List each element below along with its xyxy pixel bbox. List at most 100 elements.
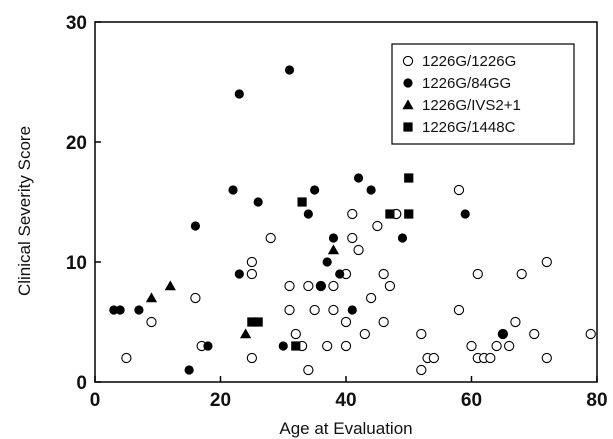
data-point xyxy=(316,281,326,291)
legend-label: 1226G/1448C xyxy=(422,119,516,136)
data-point xyxy=(322,340,333,352)
data-point xyxy=(115,305,125,315)
data-point xyxy=(190,221,200,231)
legend-marker xyxy=(402,55,414,67)
data-point xyxy=(404,173,414,183)
plot-frame xyxy=(94,21,598,383)
data-point xyxy=(384,280,396,292)
data-points xyxy=(109,65,596,376)
axis-labels: Clinical Severity Score Age at Evaluatio… xyxy=(15,126,413,438)
y-tick-label: 30 xyxy=(66,13,87,34)
data-point xyxy=(291,341,301,351)
data-point xyxy=(328,280,339,292)
x-tick-label: 60 xyxy=(461,390,482,411)
data-point xyxy=(284,280,295,292)
data-point xyxy=(472,268,483,280)
data-point xyxy=(335,269,345,279)
data-point xyxy=(353,244,364,256)
data-point xyxy=(397,233,408,243)
y-axis-label: Clinical Severity Score xyxy=(15,126,34,296)
data-point xyxy=(328,304,339,316)
data-point xyxy=(453,304,465,316)
x-tick-label: 80 xyxy=(586,390,607,411)
data-point xyxy=(234,269,244,279)
data-point xyxy=(134,305,144,315)
data-point xyxy=(164,280,176,291)
data-point xyxy=(416,328,427,340)
data-point xyxy=(310,185,320,195)
data-point xyxy=(146,316,157,328)
legend-label: 1226G/84GG xyxy=(422,75,511,92)
data-point xyxy=(366,185,376,195)
data-point xyxy=(303,364,314,376)
y-tick-label: 10 xyxy=(66,253,87,274)
data-point xyxy=(541,256,552,268)
data-point xyxy=(347,232,358,244)
legend-box xyxy=(391,43,575,145)
data-point xyxy=(353,173,364,183)
data-point xyxy=(372,220,383,232)
data-point xyxy=(491,340,502,352)
legend-label: 1226G/IVS2+1 xyxy=(422,97,521,114)
data-point xyxy=(253,197,263,207)
legend-marker xyxy=(403,122,413,132)
data-point xyxy=(347,305,357,315)
legend-label: 1226G/1226G xyxy=(422,53,516,70)
data-point xyxy=(510,316,521,328)
data-point xyxy=(284,65,295,75)
data-point xyxy=(365,292,377,304)
data-point xyxy=(246,268,258,280)
data-point xyxy=(297,197,307,207)
data-point xyxy=(322,257,332,267)
data-point xyxy=(246,256,258,268)
data-point xyxy=(303,280,314,292)
legend: 1226G/1226G 1226G/84GG 1226G/IVS2+1 1226G/1… xyxy=(391,43,575,145)
data-point xyxy=(328,233,339,243)
data-point xyxy=(529,328,540,340)
data-point xyxy=(378,268,389,280)
data-point xyxy=(340,340,352,352)
data-point xyxy=(284,304,295,316)
legend-marker xyxy=(403,78,413,88)
data-point xyxy=(278,341,288,351)
data-point xyxy=(309,304,320,316)
data-point xyxy=(190,292,201,304)
data-point xyxy=(485,352,496,364)
data-point xyxy=(265,232,276,244)
legend-marker xyxy=(402,99,414,110)
data-point xyxy=(428,352,439,364)
data-point xyxy=(416,364,427,376)
data-point xyxy=(145,292,158,303)
data-point xyxy=(516,268,527,280)
data-point xyxy=(585,328,596,340)
data-point xyxy=(347,208,358,220)
data-point xyxy=(359,328,370,340)
data-point xyxy=(541,352,552,364)
data-point xyxy=(184,365,194,375)
data-point xyxy=(404,209,414,219)
data-point xyxy=(385,209,395,219)
data-point xyxy=(228,185,238,195)
data-point xyxy=(234,89,244,99)
data-point xyxy=(466,340,477,352)
data-point xyxy=(121,352,132,364)
data-point xyxy=(240,328,252,339)
x-tick-label: 40 xyxy=(335,390,356,411)
data-point xyxy=(246,352,258,364)
x-tick-label: 20 xyxy=(210,390,231,411)
data-point xyxy=(303,209,313,219)
data-point xyxy=(203,341,213,351)
x-tick-label: 0 xyxy=(90,390,101,411)
data-point xyxy=(340,316,352,328)
data-point xyxy=(498,329,508,339)
y-tick-label: 0 xyxy=(76,373,87,394)
data-point xyxy=(378,316,389,328)
data-point xyxy=(247,317,257,327)
data-point xyxy=(327,244,340,255)
data-point xyxy=(503,340,515,352)
data-point xyxy=(290,328,301,340)
data-point xyxy=(460,209,470,219)
data-point xyxy=(453,184,465,196)
x-axis-label: Age at Evaluation xyxy=(279,419,412,438)
